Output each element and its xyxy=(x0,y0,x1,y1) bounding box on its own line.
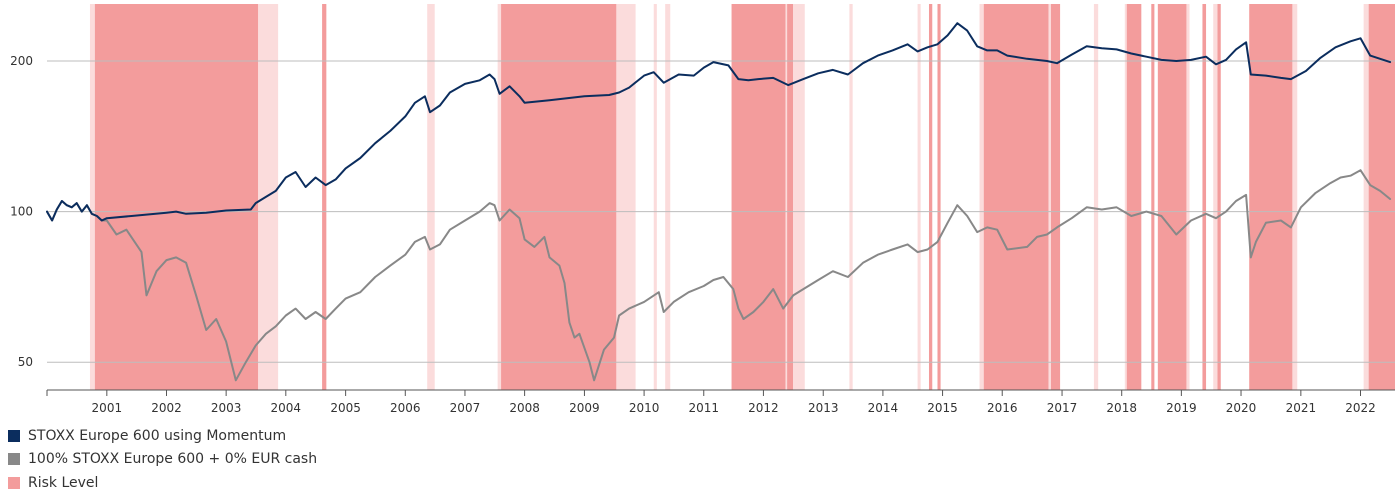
risk-band-high xyxy=(1151,4,1155,390)
legend-label-risk-level: Risk Level xyxy=(28,474,99,491)
legend-swatch-benchmark xyxy=(8,453,20,466)
x-axis: 2001 2002 2003 2004 2005 2006 2007 2008 2009 2010… xyxy=(46,389,1395,415)
risk-band-medium xyxy=(785,4,788,390)
x-tick-label-2018: 2018 xyxy=(1106,401,1137,415)
x-tick-label-2005: 2005 xyxy=(330,401,361,415)
x-tick-label-2017: 2017 xyxy=(1047,401,1078,415)
legend-swatch-momentum xyxy=(8,429,20,442)
risk-band-medium xyxy=(849,4,853,390)
risk-band-high xyxy=(928,4,933,390)
risk-band-medium xyxy=(1093,4,1099,390)
risk-band-medium xyxy=(979,4,984,390)
risk-band-medium xyxy=(258,4,279,390)
x-tick-label-2001: 2001 xyxy=(92,401,123,415)
risk-band-high xyxy=(1202,4,1207,390)
risk-band-medium xyxy=(793,4,805,390)
risk-band-medium xyxy=(497,4,502,390)
chart: 2001 2002 2003 2004 2005 2006 2007 2008 2009 2010… xyxy=(10,4,1395,415)
x-tick-label-2014: 2014 xyxy=(868,401,899,415)
legend: STOXX Europe 600 using Momentum 100% STO… xyxy=(8,424,317,495)
risk-band-medium xyxy=(653,4,657,390)
x-tick-label-2008: 2008 xyxy=(509,401,540,415)
x-tick-label-2002: 2002 xyxy=(151,401,182,415)
series-line-benchmark xyxy=(46,169,1392,382)
series-line-momentum xyxy=(46,22,1392,222)
risk-band-medium xyxy=(1213,4,1218,390)
risk-band-medium xyxy=(917,4,921,390)
risk-band-high xyxy=(937,4,941,390)
series-lines xyxy=(46,22,1392,382)
risk-band-high xyxy=(983,4,1049,390)
x-tick-label-2010: 2010 xyxy=(629,401,660,415)
risk-bands xyxy=(89,4,1395,390)
legend-item-risk-level[interactable]: Risk Level xyxy=(8,471,317,495)
x-tick-label-2019: 2019 xyxy=(1166,401,1197,415)
risk-band-high xyxy=(731,4,786,390)
x-tick-label-2020: 2020 xyxy=(1226,401,1257,415)
risk-band-high xyxy=(787,4,794,390)
x-tick-label-2006: 2006 xyxy=(390,401,421,415)
risk-band-high xyxy=(94,4,259,390)
x-tick-label-2011: 2011 xyxy=(688,401,719,415)
risk-band-medium xyxy=(1363,4,1369,390)
risk-band-high xyxy=(501,4,617,390)
risk-band-high xyxy=(1368,4,1395,390)
legend-label-momentum: STOXX Europe 600 using Momentum xyxy=(28,427,287,444)
risk-band-medium xyxy=(1292,4,1298,390)
x-tick-label-2012: 2012 xyxy=(748,401,779,415)
risk-band-medium xyxy=(89,4,95,390)
x-tick-label-2009: 2009 xyxy=(569,401,600,415)
y-tick-label-50: 50 xyxy=(18,355,33,369)
x-tick-label-2022: 2022 xyxy=(1345,401,1376,415)
risk-band-high xyxy=(1050,4,1061,390)
x-tick-label-2013: 2013 xyxy=(808,401,839,415)
risk-band-high xyxy=(1126,4,1142,390)
risk-band-medium xyxy=(1048,4,1051,390)
x-tick-label-2016: 2016 xyxy=(987,401,1018,415)
risk-band-medium xyxy=(1186,4,1190,390)
risk-band-medium xyxy=(665,4,671,390)
risk-band-medium xyxy=(616,4,636,390)
x-tick-label-2021: 2021 xyxy=(1286,401,1317,415)
risk-band-medium xyxy=(1124,4,1127,390)
legend-label-benchmark: 100% STOXX Europe 600 + 0% EUR cash xyxy=(28,451,318,468)
risk-band-high xyxy=(322,4,327,390)
legend-item-momentum[interactable]: STOXX Europe 600 using Momentum xyxy=(8,424,317,448)
legend-item-benchmark[interactable]: 100% STOXX Europe 600 + 0% EUR cash xyxy=(8,448,317,472)
x-tick-label-2007: 2007 xyxy=(450,401,481,415)
risk-band-high xyxy=(1217,4,1221,390)
y-tick-label-100: 100 xyxy=(10,205,33,219)
legend-swatch-risk-level xyxy=(8,476,20,489)
x-tick-label-2003: 2003 xyxy=(211,401,242,415)
risk-band-high xyxy=(1249,4,1293,390)
x-tick-label-2015: 2015 xyxy=(927,401,958,415)
risk-band-high xyxy=(1157,4,1187,390)
y-tick-label-200: 200 xyxy=(10,54,33,68)
x-tick-label-2004: 2004 xyxy=(271,401,302,415)
risk-band-medium xyxy=(427,4,435,390)
y-axis-labels: 50 100 200 xyxy=(10,54,33,369)
